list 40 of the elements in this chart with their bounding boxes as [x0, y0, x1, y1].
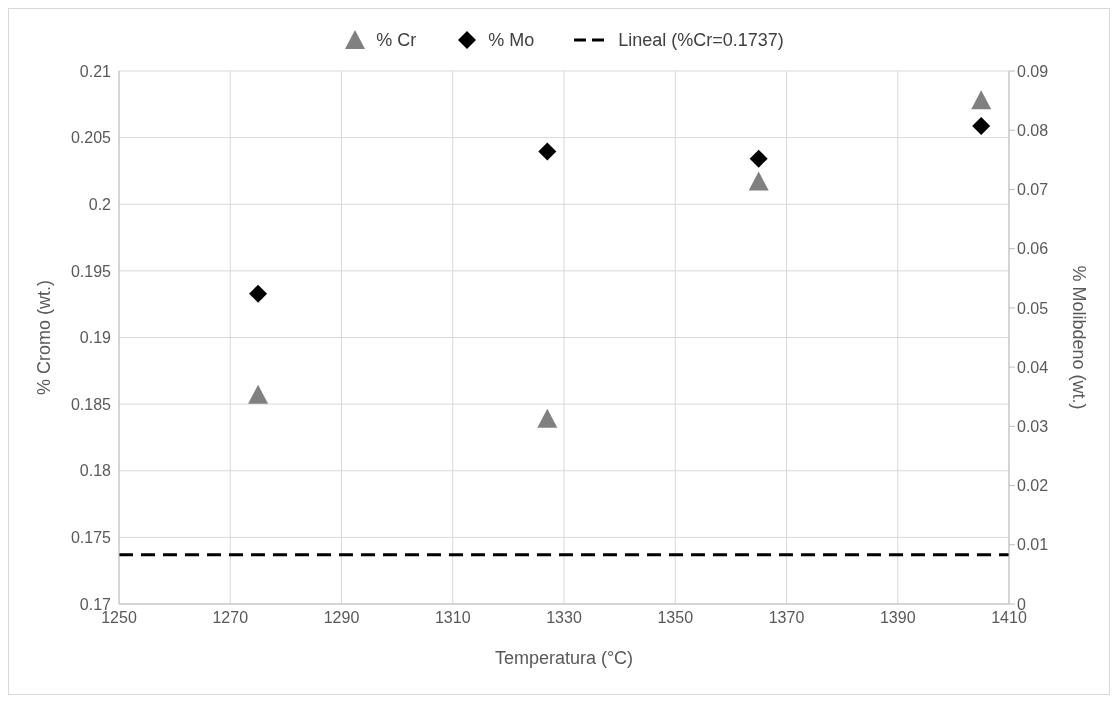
x-tick-label: 1290 — [323, 609, 360, 627]
point — [248, 384, 269, 404]
y2-tick-label: 0.08 — [1017, 121, 1049, 139]
point — [249, 284, 268, 303]
y-axis-title: % Cromo (wt.) — [34, 279, 55, 396]
y2-tick-label: 0.01 — [1017, 536, 1049, 554]
legend-label: Lineal (%Cr=0.1737) — [618, 29, 784, 51]
y-tick-label: 0.18 — [79, 462, 112, 480]
y-tick-label: 0.195 — [70, 262, 112, 280]
y2-tick-label: 0.05 — [1017, 299, 1049, 317]
x-axis-title: Temperatura (°C) — [494, 648, 634, 668]
x-tick-label: 1330 — [546, 609, 582, 627]
x-tick-label: 1350 — [657, 609, 694, 627]
y-tick-label: 0.21 — [79, 62, 112, 80]
legend-label: % Mo — [488, 29, 535, 51]
point — [972, 117, 991, 136]
x-tick-label: 1270 — [212, 609, 249, 627]
point — [971, 90, 992, 110]
point — [748, 171, 769, 191]
x-tick-label: 1310 — [434, 609, 471, 627]
point — [538, 142, 557, 161]
x-tick-label: 1390 — [879, 609, 916, 627]
y-tick-label: 0.175 — [70, 529, 112, 547]
y2-tick-label: 0.02 — [1017, 477, 1049, 495]
y-tick-label: 0.185 — [70, 395, 112, 413]
point — [749, 149, 768, 168]
y2-axis-title: % Molibdeno (wt.) — [1068, 265, 1089, 410]
y-tick-label: 0.2 — [88, 195, 112, 213]
y2-tick-label: 0.06 — [1017, 240, 1049, 258]
x-tick-label: 1410 — [991, 609, 1027, 627]
y2-tick-label: 0.03 — [1017, 418, 1049, 436]
x-tick-label: 1250 — [101, 609, 137, 627]
y-tick-label: 0.205 — [70, 129, 112, 147]
y2-tick-label: 0.04 — [1017, 358, 1049, 376]
x-tick-label: 1370 — [768, 609, 805, 627]
y-tick-label: 0.19 — [79, 329, 112, 347]
y2-tick-label: 0.09 — [1017, 62, 1049, 80]
y2-tick-label: 0.07 — [1017, 181, 1049, 199]
point — [537, 408, 558, 428]
legend-label: % Cr — [376, 29, 417, 51]
